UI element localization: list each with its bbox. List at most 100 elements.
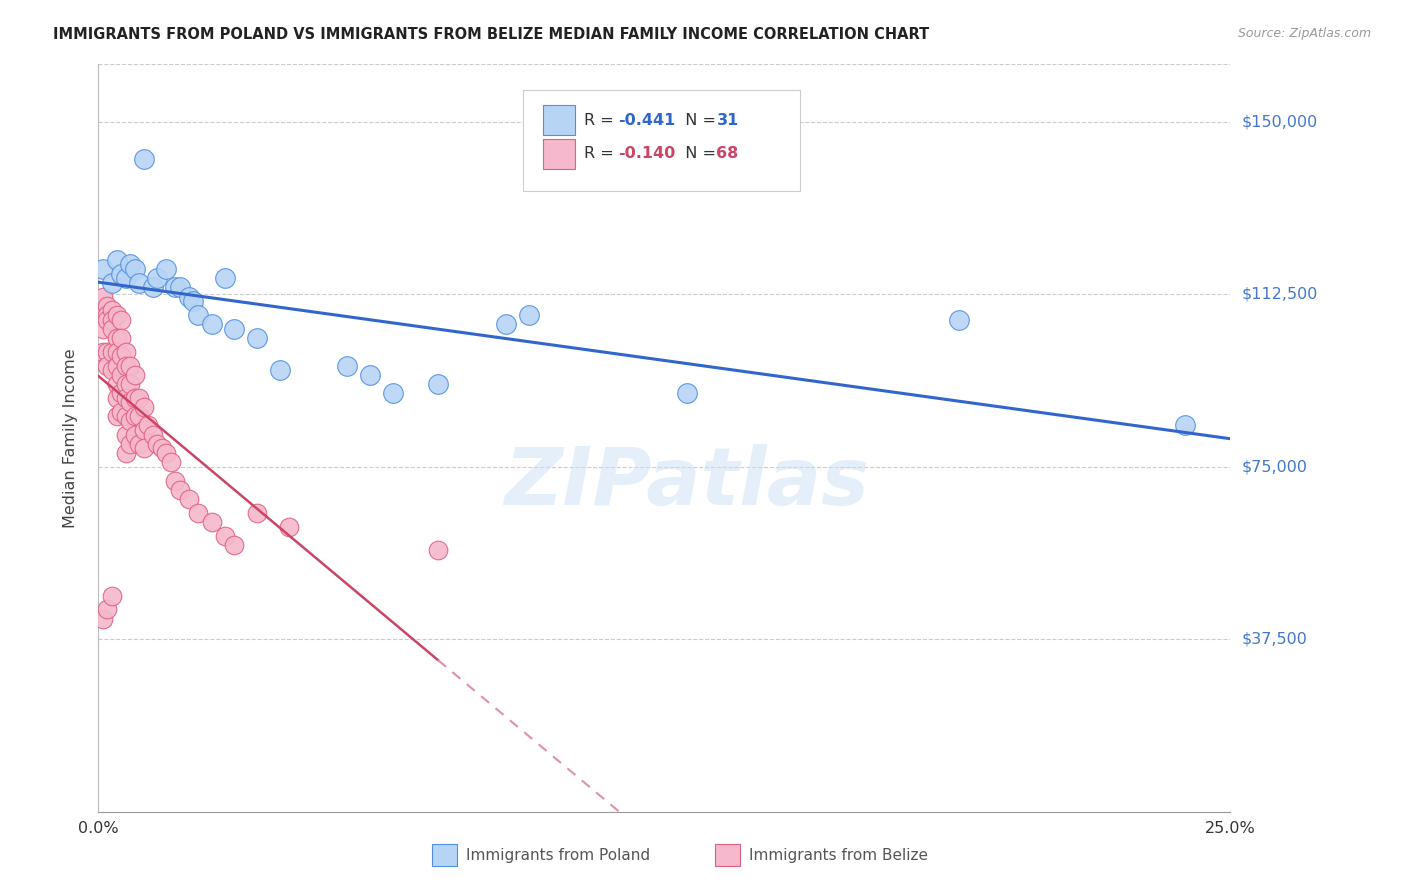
Point bbox=[187, 506, 209, 520]
Point bbox=[105, 308, 128, 322]
Text: N =: N = bbox=[675, 112, 721, 128]
Text: R =: R = bbox=[583, 146, 619, 161]
Point bbox=[169, 280, 191, 294]
Point bbox=[110, 349, 132, 363]
Text: $37,500: $37,500 bbox=[1241, 632, 1308, 647]
Point bbox=[105, 376, 128, 391]
Point bbox=[177, 491, 200, 506]
Text: 68: 68 bbox=[717, 146, 738, 161]
Point bbox=[224, 538, 246, 552]
Point bbox=[96, 299, 118, 313]
Point bbox=[91, 322, 114, 336]
Point bbox=[96, 359, 118, 373]
Point bbox=[114, 271, 136, 285]
Point bbox=[277, 519, 299, 533]
Point bbox=[91, 344, 114, 359]
Point bbox=[114, 344, 136, 359]
Point bbox=[676, 386, 699, 401]
Point bbox=[105, 252, 128, 267]
Point bbox=[155, 261, 177, 276]
Text: Immigrants from Poland: Immigrants from Poland bbox=[467, 847, 651, 863]
Point bbox=[101, 276, 124, 290]
FancyBboxPatch shape bbox=[716, 844, 740, 866]
Point bbox=[110, 404, 132, 418]
Point bbox=[132, 400, 155, 414]
Point bbox=[177, 289, 200, 303]
Point bbox=[91, 289, 114, 303]
Point bbox=[96, 344, 118, 359]
Point bbox=[128, 391, 150, 405]
Point bbox=[124, 427, 146, 442]
Point bbox=[128, 276, 150, 290]
Point bbox=[101, 589, 124, 603]
Point bbox=[132, 423, 155, 437]
Point bbox=[124, 368, 146, 382]
Point bbox=[110, 331, 132, 345]
Point bbox=[105, 391, 128, 405]
Point bbox=[101, 322, 124, 336]
Point bbox=[948, 312, 970, 326]
Point bbox=[96, 308, 118, 322]
Point bbox=[91, 611, 114, 625]
Point bbox=[155, 446, 177, 460]
Point bbox=[146, 271, 169, 285]
Point bbox=[336, 359, 359, 373]
Text: -0.441: -0.441 bbox=[617, 112, 675, 128]
Point bbox=[128, 436, 150, 450]
Point bbox=[110, 386, 132, 401]
Point bbox=[124, 391, 146, 405]
Point bbox=[381, 386, 404, 401]
Point bbox=[101, 312, 124, 326]
Point bbox=[101, 303, 124, 318]
Point bbox=[246, 331, 269, 345]
Point bbox=[142, 427, 165, 442]
Point bbox=[517, 308, 540, 322]
Point bbox=[96, 602, 118, 616]
Point bbox=[105, 331, 128, 345]
FancyBboxPatch shape bbox=[543, 105, 575, 136]
FancyBboxPatch shape bbox=[523, 90, 800, 191]
Point bbox=[124, 409, 146, 424]
Point bbox=[214, 271, 236, 285]
Text: Source: ZipAtlas.com: Source: ZipAtlas.com bbox=[1237, 27, 1371, 40]
Point bbox=[224, 322, 246, 336]
Point bbox=[165, 280, 187, 294]
Point bbox=[136, 418, 159, 433]
Text: $75,000: $75,000 bbox=[1241, 459, 1308, 475]
Point bbox=[105, 409, 128, 424]
Point bbox=[150, 442, 173, 456]
FancyBboxPatch shape bbox=[543, 139, 575, 169]
Point bbox=[128, 409, 150, 424]
Point bbox=[114, 376, 136, 391]
Point bbox=[142, 280, 165, 294]
Point bbox=[120, 436, 142, 450]
Point bbox=[120, 395, 142, 409]
Point bbox=[359, 368, 381, 382]
Point bbox=[214, 529, 236, 543]
Point bbox=[1174, 418, 1197, 433]
Point bbox=[246, 506, 269, 520]
Point bbox=[114, 391, 136, 405]
Text: $112,500: $112,500 bbox=[1241, 286, 1317, 301]
Point bbox=[120, 376, 142, 391]
Text: $150,000: $150,000 bbox=[1241, 114, 1317, 129]
Text: IMMIGRANTS FROM POLAND VS IMMIGRANTS FROM BELIZE MEDIAN FAMILY INCOME CORRELATIO: IMMIGRANTS FROM POLAND VS IMMIGRANTS FRO… bbox=[53, 27, 929, 42]
Point bbox=[183, 294, 205, 309]
Point bbox=[201, 515, 224, 529]
Point bbox=[114, 427, 136, 442]
Point bbox=[105, 359, 128, 373]
Text: ZIPatlas: ZIPatlas bbox=[505, 444, 869, 522]
Point bbox=[120, 414, 142, 428]
Point bbox=[495, 317, 517, 331]
Point bbox=[132, 442, 155, 456]
Text: R =: R = bbox=[583, 112, 619, 128]
Text: N =: N = bbox=[675, 146, 721, 161]
Point bbox=[427, 542, 450, 557]
Point bbox=[146, 436, 169, 450]
Point bbox=[105, 344, 128, 359]
Point bbox=[114, 446, 136, 460]
Point bbox=[187, 308, 209, 322]
Point bbox=[101, 344, 124, 359]
Point bbox=[91, 261, 114, 276]
Point bbox=[114, 409, 136, 424]
